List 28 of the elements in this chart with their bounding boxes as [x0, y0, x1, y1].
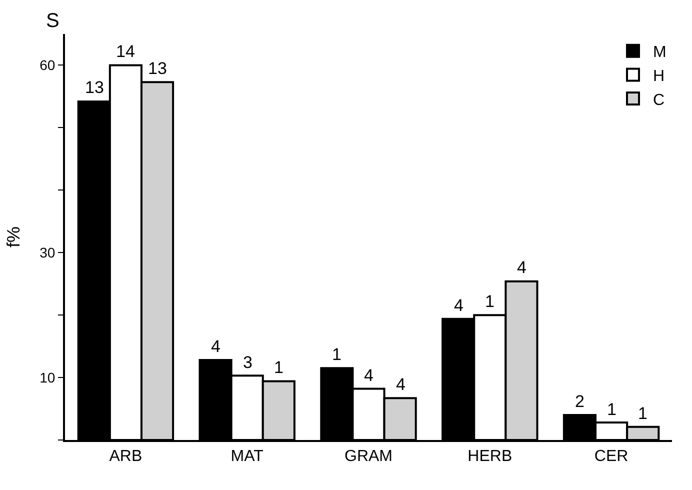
annotation: 2 [575, 392, 584, 411]
annotation: 4 [396, 375, 406, 394]
legend-label: H [653, 68, 665, 85]
annotation: 1 [607, 400, 616, 419]
annotation: 14 [116, 42, 135, 61]
x-tick-label: ARB [109, 448, 142, 466]
annotation: 4 [211, 337, 220, 356]
text: S [46, 10, 60, 32]
x-tick-label: HERB [468, 448, 512, 466]
annotation: 13 [85, 78, 104, 97]
y-tick-label: 60 [40, 57, 56, 74]
annotation: 1 [485, 292, 494, 311]
annotation: 4 [454, 296, 464, 315]
annotation: 3 [243, 353, 252, 372]
legend-label: M [653, 44, 666, 62]
y-tick-label: 10 [40, 369, 56, 386]
y-tick-label: 30 [40, 244, 56, 261]
y-axis-title: f% [3, 226, 24, 248]
x-tick-label: CER [594, 448, 628, 466]
x-tick-label: MAT [230, 448, 264, 466]
annotation: 1 [638, 404, 648, 423]
x-tick-label: GRAM [344, 448, 392, 466]
annotation: 1 [332, 345, 342, 364]
legend-label: C [653, 92, 665, 109]
annotation: 1 [274, 358, 284, 377]
annotation: 13 [148, 59, 167, 78]
annotation: 4 [364, 366, 374, 385]
annotation: 4 [517, 258, 526, 277]
